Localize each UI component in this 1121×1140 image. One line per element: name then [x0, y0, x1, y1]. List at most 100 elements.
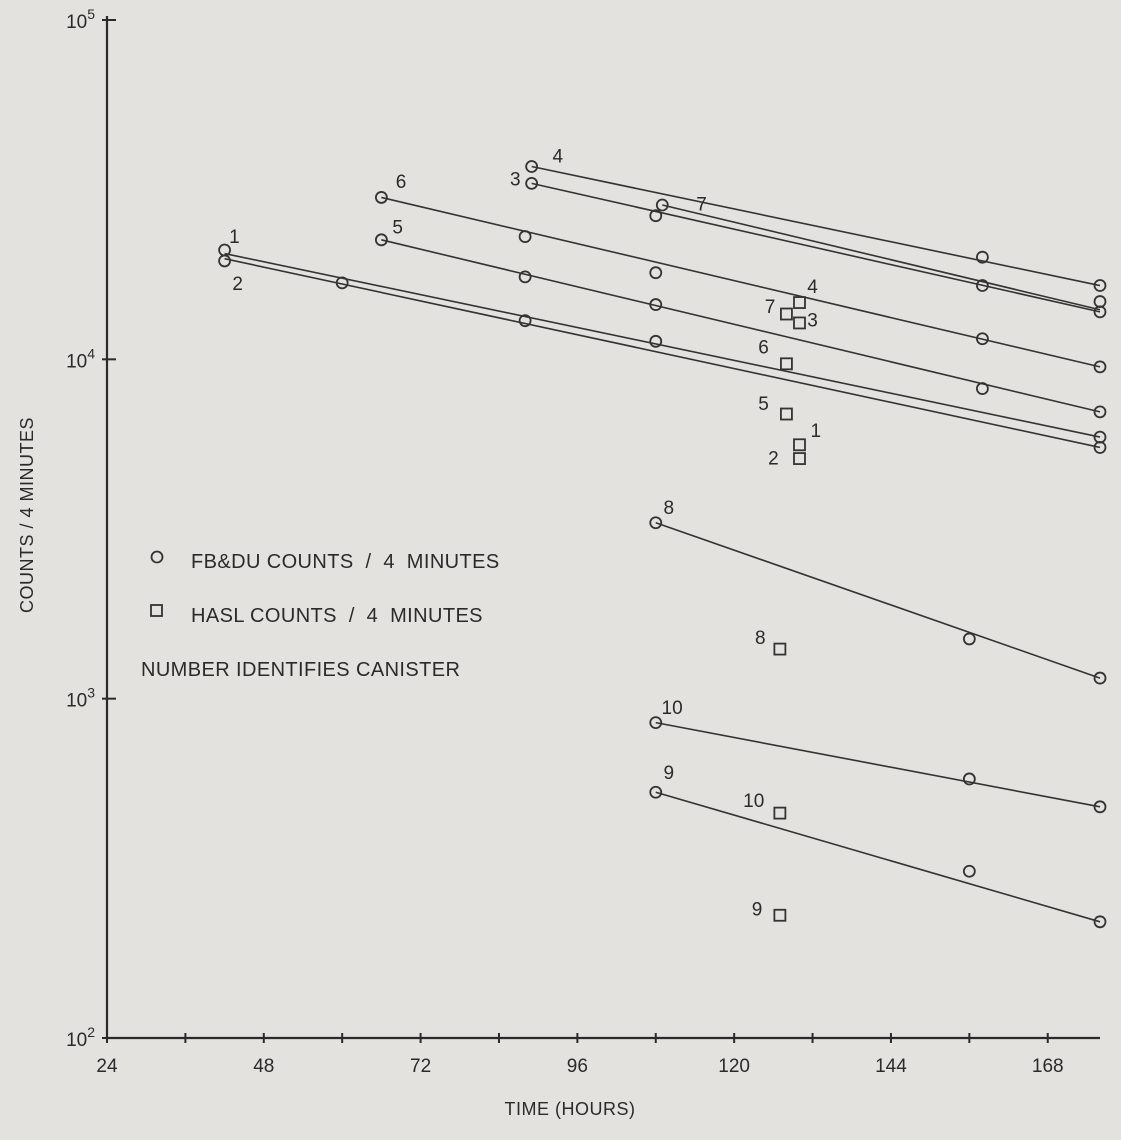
y-tick-label-base: 10: [66, 351, 87, 372]
hasl-point-canister-4: [793, 296, 806, 309]
fbdu-point-canister-2: [1093, 441, 1107, 454]
fbdu-point-canister-8: [649, 516, 663, 530]
fbdu-point-canister-9: [962, 864, 976, 878]
fbdu-point-canister-7: [976, 250, 989, 264]
fit-line-canister-1: [224, 252, 1101, 438]
fbdu-point-canister-7: [655, 198, 669, 212]
hasl-point-canister-5: [780, 407, 793, 421]
y-tick-label-exponent: 2: [87, 1024, 95, 1040]
fbdu-label-canister-10: 10: [662, 698, 683, 719]
fit-line-canister-2: [224, 257, 1101, 449]
canister-labels: 1 2 3 4 5 6 7 8 9 10 1 2 3 4 5 6 7 8 9 10: [229, 147, 821, 921]
fbdu-point-canister-2: [518, 314, 532, 328]
hasl-point-canister-10: [773, 806, 787, 820]
legend: FB&DU COUNTS / 4 MINUTES HASL COUNTS / 4…: [141, 550, 500, 681]
fit-line-canister-9: [655, 791, 1101, 923]
fit-line-canister-8: [655, 521, 1101, 679]
fbdu-point-canister-3: [649, 209, 663, 223]
legend-square-marker: [150, 604, 163, 617]
hasl-point-canister-1: [793, 438, 806, 452]
fit-line-canister-4: [531, 165, 1101, 287]
fbdu-point-canister-9: [649, 785, 663, 799]
x-tick-label: 144: [875, 1056, 907, 1077]
legend-entry-fbdu: FB&DU COUNTS / 4 MINUTES: [150, 550, 500, 573]
fbdu-point-canister-8: [1093, 671, 1107, 685]
legend-label-hasl: HASL COUNTS / 4 MINUTES: [191, 605, 483, 627]
x-axis-title: TIME (HOURS): [505, 1099, 636, 1119]
x-axis-ticks: 24 48 72 96 120 144 168: [96, 1033, 1064, 1077]
hasl-point-canister-9: [773, 908, 787, 922]
hasl-label-canister-8: 8: [755, 628, 766, 649]
y-tick-label-exponent: 5: [87, 6, 95, 22]
fbdu-point-canister-2: [218, 254, 231, 268]
legend-circle-marker: [150, 550, 164, 564]
hasl-point-canister-2: [793, 452, 806, 465]
hasl-label-canister-1: 1: [811, 421, 822, 442]
x-tick-label: 72: [410, 1056, 431, 1077]
fbdu-label-canister-2: 2: [232, 274, 243, 295]
fbdu-label-canister-6: 6: [396, 172, 407, 193]
data-points: [218, 160, 1107, 929]
fit-line-canister-5: [381, 239, 1101, 413]
hasl-label-canister-2: 2: [768, 448, 779, 469]
legend-note: NUMBER IDENTIFIES CANISTER: [141, 659, 460, 681]
fbdu-label-canister-7: 7: [696, 194, 707, 215]
fbdu-label-canister-3: 3: [510, 170, 521, 191]
hasl-label-canister-10: 10: [743, 791, 764, 812]
fbdu-point-canister-2: [335, 276, 349, 290]
fbdu-point-canister-7: [1093, 279, 1107, 292]
legend-label-fbdu: FB&DU COUNTS / 4 MINUTES: [191, 551, 500, 573]
fbdu-point-canister-6: [649, 266, 663, 280]
fbdu-point-canister-9: [1093, 915, 1107, 929]
y-tick-label-exponent: 3: [87, 685, 95, 701]
y-tick-label: 103: [66, 685, 95, 712]
hasl-point-canister-6: [780, 357, 793, 371]
fbdu-point-canister-2: [649, 334, 663, 348]
fbdu-point-canister-6: [1093, 360, 1107, 374]
fbdu-label-canister-1: 1: [229, 227, 240, 248]
fbdu-point-canister-5: [976, 382, 989, 395]
hasl-label-canister-4: 4: [807, 277, 818, 298]
hasl-point-canister-8: [773, 642, 787, 656]
fbdu-point-canister-10: [1093, 800, 1107, 814]
fit-lines: [224, 165, 1101, 923]
hasl-label-canister-5: 5: [758, 394, 769, 415]
hasl-point-canister-7: [780, 307, 793, 321]
x-tick-label: 48: [253, 1056, 274, 1077]
fbdu-point-canister-4: [525, 160, 539, 173]
fbdu-point-canister-5: [649, 298, 663, 311]
hasl-label-canister-6: 6: [758, 338, 769, 359]
fbdu-point-canister-5: [518, 270, 532, 284]
y-tick-label-base: 10: [66, 1030, 87, 1051]
x-tick-label: 96: [567, 1056, 588, 1077]
y-tick-label-exponent: 4: [87, 345, 95, 361]
fbdu-point-canister-6: [518, 230, 532, 243]
hasl-label-canister-7: 7: [765, 297, 776, 318]
hasl-label-canister-9: 9: [752, 899, 763, 920]
x-tick-label: 24: [96, 1056, 118, 1077]
fbdu-label-canister-4: 4: [552, 147, 563, 168]
y-tick-label: 102: [66, 1024, 95, 1051]
fbdu-label-canister-9: 9: [664, 763, 675, 784]
fbdu-point-canister-3: [976, 279, 989, 292]
fit-line-canister-6: [381, 196, 1101, 368]
fbdu-point-canister-5: [374, 233, 388, 247]
fit-line-canister-10: [655, 721, 1101, 808]
fbdu-point-canister-6: [976, 332, 989, 346]
x-tick-label: 168: [1032, 1056, 1064, 1077]
y-tick-label-base: 10: [66, 691, 87, 712]
fbdu-label-canister-5: 5: [392, 217, 403, 238]
fbdu-point-canister-8: [962, 632, 976, 646]
hasl-label-canister-3: 3: [807, 310, 818, 331]
fbdu-point-canister-5: [1093, 405, 1107, 419]
y-tick-label: 105: [66, 6, 95, 33]
fbdu-label-canister-8: 8: [664, 498, 675, 519]
fit-line-canister-7: [662, 204, 1101, 311]
y-axis-title: COUNTS / 4 MINUTES: [17, 417, 37, 613]
fbdu-point-canister-10: [649, 716, 663, 730]
hasl-point-canister-3: [793, 316, 806, 330]
